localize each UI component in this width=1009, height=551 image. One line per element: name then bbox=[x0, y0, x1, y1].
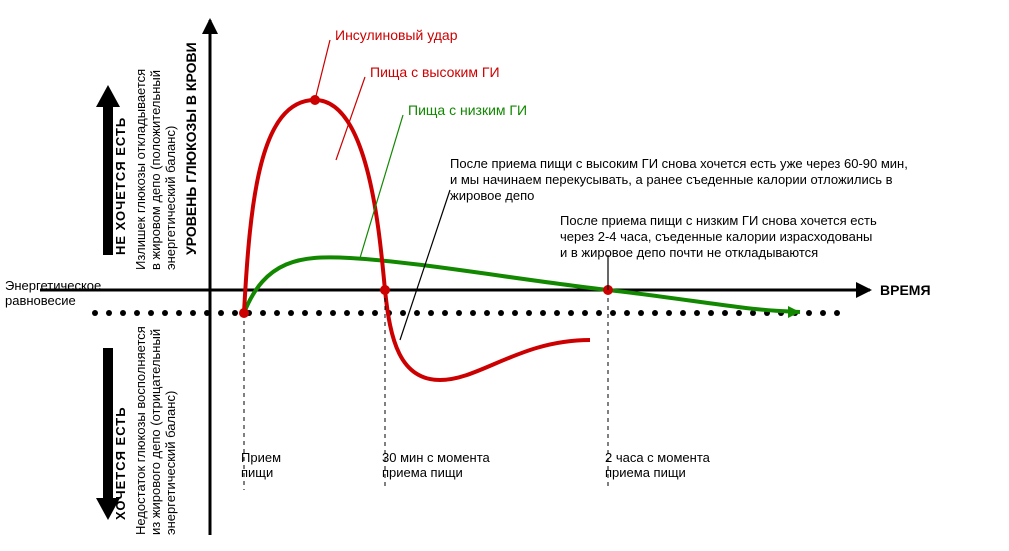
svg-text:Прием: Прием bbox=[241, 450, 281, 465]
svg-text:Инсулиновый удар: Инсулиновый удар bbox=[335, 27, 458, 43]
y-axis-arrowhead bbox=[202, 18, 218, 34]
svg-text:Пища с низким ГИ: Пища с низким ГИ bbox=[408, 102, 527, 118]
baseline-dots bbox=[92, 310, 840, 316]
svg-text:в жировом депо (положительный: в жировом депо (положительный bbox=[148, 70, 163, 270]
svg-text:Энергетическое: Энергетическое bbox=[5, 278, 101, 293]
x-axis-arrowhead bbox=[856, 282, 872, 298]
svg-text:энергетический баланс): энергетический баланс) bbox=[163, 126, 178, 270]
green-curve bbox=[244, 257, 800, 313]
svg-text:и в жировое депо почти не откл: и в жировое депо почти не откладываются bbox=[560, 245, 818, 260]
svg-text:2 часа с момента: 2 часа с момента bbox=[605, 450, 711, 465]
svg-text:приема пищи: приема пищи bbox=[382, 465, 463, 480]
svg-text:После приема пищи с высоким ГИ: После приема пищи с высоким ГИ снова хоч… bbox=[450, 156, 908, 171]
red-curve bbox=[244, 100, 590, 380]
svg-text:жировое депо: жировое депо bbox=[450, 188, 534, 203]
green-curve-arrowtip bbox=[788, 306, 800, 318]
glucose-chart: Приемпищи30 мин с моментаприема пищи2 ча… bbox=[0, 0, 1009, 551]
svg-text:НЕ ХОЧЕТСЯ ЕСТЬ: НЕ ХОЧЕТСЯ ЕСТЬ bbox=[113, 117, 128, 255]
chart-text-layer: Приемпищи30 мин с моментаприема пищи2 ча… bbox=[5, 27, 931, 535]
svg-text:равновесие: равновесие bbox=[5, 293, 76, 308]
svg-text:пищи: пищи bbox=[241, 465, 273, 480]
svg-text:Излишек глюкозы откладывается: Излишек глюкозы откладывается bbox=[133, 69, 148, 270]
svg-text:из жирового депо (отрицательны: из жирового депо (отрицательный bbox=[148, 329, 163, 535]
svg-text:ВРЕМЯ: ВРЕМЯ bbox=[880, 282, 931, 298]
svg-text:и мы начинаем перекусывать, а: и мы начинаем перекусывать, а ранее съед… bbox=[450, 172, 893, 187]
svg-text:приема пищи: приема пищи bbox=[605, 465, 686, 480]
svg-text:через 2-4 часа, съеденные кало: через 2-4 часа, съеденные калории израсх… bbox=[560, 229, 872, 244]
svg-text:энергетический баланс): энергетический баланс) bbox=[163, 391, 178, 535]
svg-text:УРОВЕНЬ ГЛЮКОЗЫ В КРОВИ: УРОВЕНЬ ГЛЮКОЗЫ В КРОВИ bbox=[183, 42, 199, 255]
svg-text:Пища с высоким ГИ: Пища с высоким ГИ bbox=[370, 64, 500, 80]
svg-text:После приема пищи с низким ГИ: После приема пищи с низким ГИ снова хоче… bbox=[560, 213, 877, 228]
svg-text:ХОЧЕТСЯ ЕСТЬ: ХОЧЕТСЯ ЕСТЬ bbox=[113, 406, 128, 520]
svg-text:30 мин с момента: 30 мин с момента bbox=[382, 450, 490, 465]
svg-text:Недостаток глюкозы восполняетс: Недостаток глюкозы восполняется bbox=[133, 326, 148, 535]
